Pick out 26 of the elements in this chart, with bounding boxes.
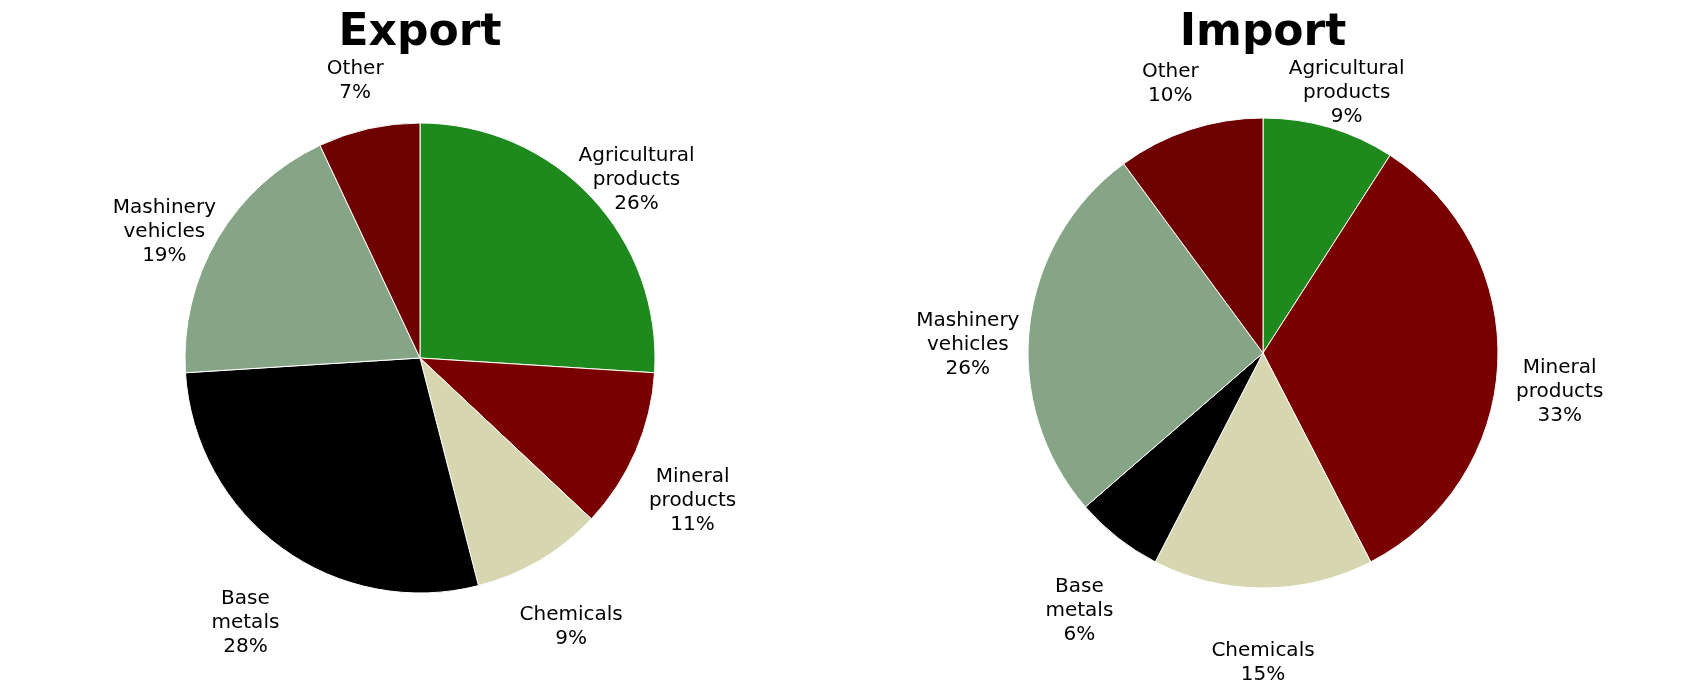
- data-label: 28%: [223, 633, 268, 658]
- slice-label: Agricultural products: [578, 141, 695, 190]
- data-label: 26%: [614, 189, 659, 214]
- slice-label: Base metals: [211, 585, 280, 634]
- slice-label: Mineral products: [648, 462, 737, 511]
- slice-label: Chemicals: [1211, 637, 1315, 661]
- slice-label: Mashinery vehicles: [112, 193, 217, 242]
- data-label: 7%: [339, 79, 372, 104]
- data-label: 9%: [1330, 103, 1363, 128]
- data-label: 19%: [142, 241, 187, 266]
- slice-label: Mineral products: [1515, 354, 1604, 403]
- slice-label: Agricultural products: [1288, 55, 1405, 104]
- slice-label: Mashinery vehicles: [916, 307, 1020, 356]
- slice-label: Chemicals: [519, 600, 623, 625]
- data-label: 15%: [1240, 661, 1286, 685]
- data-label: 11%: [670, 510, 715, 535]
- data-label: 10%: [1148, 81, 1193, 106]
- slice-label: Other: [1141, 57, 1200, 82]
- data-label: 9%: [555, 624, 588, 649]
- data-label: 6%: [1063, 621, 1096, 646]
- data-label: 33%: [1537, 402, 1582, 427]
- slice-label: Other: [326, 55, 385, 80]
- data-label: 26%: [945, 355, 991, 380]
- chart-title: Import: [1179, 4, 1347, 56]
- slice-label: Base metals: [1045, 573, 1114, 622]
- chart-title: Export: [338, 4, 502, 56]
